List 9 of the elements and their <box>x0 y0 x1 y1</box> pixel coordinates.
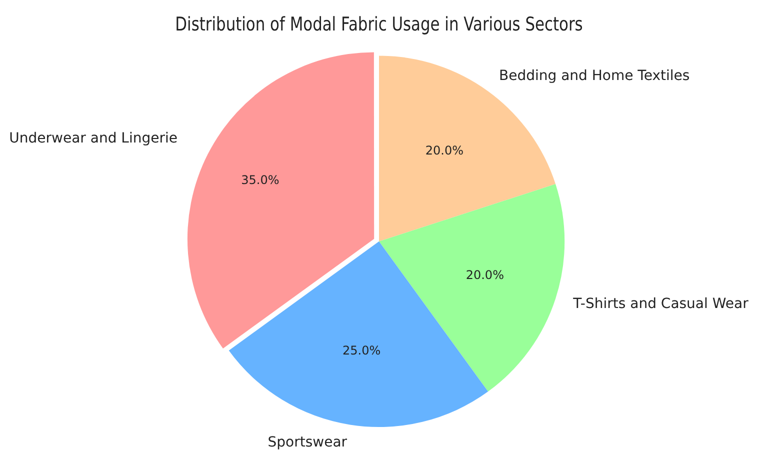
data-label: 35.0% <box>241 172 280 187</box>
chart-title: Distribution of Modal Fabric Usage in Various Sectors <box>175 14 583 36</box>
data-label: 25.0% <box>342 344 381 358</box>
slice-label: Sportswear <box>268 434 348 451</box>
slice-label: Bedding and Home Textiles <box>499 68 690 84</box>
slice-label: T-Shirts and Casual Wear <box>572 296 749 312</box>
data-label: 20.0% <box>425 143 464 158</box>
data-label: 20.0% <box>466 268 504 282</box>
slice-label: Underwear and Lingerie <box>9 130 178 146</box>
